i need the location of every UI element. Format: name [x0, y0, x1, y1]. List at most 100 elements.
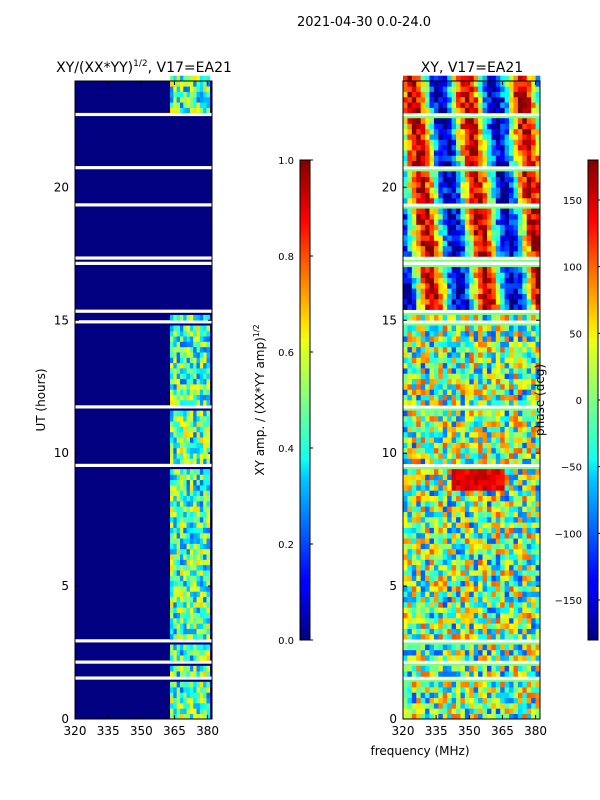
- phase-cell: [522, 245, 528, 252]
- phase-cell: [486, 187, 492, 193]
- phase-cell: [469, 543, 475, 550]
- phase-cell: [500, 378, 505, 385]
- phase-cell: [464, 575, 470, 582]
- amplitude-cell: [173, 532, 177, 539]
- phase-cell: [531, 229, 536, 236]
- phase-cell: [411, 134, 417, 140]
- phase-cell: [438, 458, 444, 465]
- phase-cell: [425, 346, 430, 353]
- phase-cell: [526, 437, 532, 443]
- phase-cell: [513, 336, 519, 342]
- phase-cell: [407, 527, 413, 534]
- phase-cell: [429, 394, 435, 401]
- amplitude-cell: [203, 522, 207, 528]
- phase-cell: [535, 368, 541, 374]
- phase-cell: [416, 245, 421, 252]
- phase-cell: [420, 96, 426, 103]
- colorbar-tick-label: 100: [563, 263, 582, 274]
- phase-cell: [469, 357, 475, 364]
- phase-cell: [460, 612, 466, 619]
- amplitude-cell: [199, 495, 204, 502]
- phase-cell: [407, 649, 413, 656]
- phase-cell: [420, 298, 426, 305]
- phase-cell: [447, 394, 452, 401]
- phase-cell: [522, 144, 528, 151]
- phase-cell: [517, 171, 523, 177]
- amplitude-cell: [186, 516, 191, 523]
- phase-cell: [513, 288, 519, 294]
- phase-cell: [535, 548, 541, 555]
- amplitude-cell: [186, 511, 191, 518]
- phase-cell: [451, 213, 457, 220]
- phase-cell: [509, 187, 514, 193]
- phase-cell: [460, 501, 466, 507]
- phase-cell: [456, 437, 461, 443]
- phase-cell: [433, 357, 439, 364]
- amplitude-cell: [183, 596, 187, 603]
- phase-cell: [407, 485, 413, 491]
- phase-cell: [482, 703, 488, 709]
- phase-cell: [464, 506, 470, 512]
- phase-cell: [425, 687, 430, 693]
- phase-cell: [491, 293, 497, 300]
- phase-cell: [513, 671, 519, 677]
- phase-cell: [411, 160, 417, 167]
- phase-cell: [495, 415, 501, 422]
- phase-cell: [500, 607, 505, 613]
- phase-cell: [407, 538, 413, 544]
- phase-cell: [442, 123, 448, 130]
- phase-cell: [433, 298, 439, 305]
- phase-cell: [425, 235, 430, 241]
- phase-cell: [535, 192, 541, 199]
- phase-cell: [473, 224, 479, 231]
- phase-cell: [411, 304, 417, 310]
- phase-cell: [504, 267, 510, 273]
- phase-cell: [403, 415, 408, 422]
- phase-cell: [451, 373, 457, 380]
- phase-cell: [425, 479, 430, 486]
- phase-cell: [420, 559, 426, 566]
- phase-cell: [407, 495, 413, 502]
- phase-cell: [447, 415, 452, 422]
- phase-cell: [495, 102, 501, 108]
- phase-cell: [535, 267, 541, 273]
- phase-cell: [407, 192, 413, 199]
- phase-cell: [438, 575, 444, 582]
- phase-cell: [513, 341, 519, 348]
- phase-cell: [491, 400, 497, 406]
- colorbar-tick-label: 50: [569, 329, 582, 340]
- amplitude-cell: [176, 501, 181, 507]
- amplitude-cell: [176, 410, 181, 417]
- phase-cell: [509, 506, 514, 512]
- phase-cell: [460, 224, 466, 231]
- amplitude-cell: [170, 86, 174, 92]
- phase-cell: [411, 511, 417, 518]
- amplitude-cell: [199, 325, 204, 332]
- phase-cell: [495, 368, 501, 374]
- phase-cell: [438, 469, 444, 475]
- phase-cell: [411, 607, 417, 613]
- phase-cell: [478, 410, 483, 417]
- phase-cell: [509, 495, 514, 502]
- phase-cell: [482, 607, 488, 613]
- amplitude-cell: [173, 75, 177, 82]
- phase-cell: [438, 346, 444, 353]
- phase-cell: [460, 197, 466, 204]
- phase-cell: [486, 384, 492, 390]
- phase-cell: [535, 362, 541, 369]
- phase-cell: [517, 267, 523, 273]
- phase-cell: [535, 229, 541, 236]
- phase-cell: [429, 708, 435, 714]
- phase-cell: [451, 421, 457, 427]
- phase-cell: [500, 554, 505, 560]
- phase-cell: [447, 213, 452, 220]
- phase-cell: [407, 102, 413, 108]
- phase-cell: [513, 633, 519, 640]
- phase-cell: [460, 118, 466, 124]
- phase-cell: [407, 617, 413, 624]
- phase-cell: [425, 543, 430, 550]
- amplitude-cell: [206, 527, 211, 534]
- phase-cell: [482, 357, 488, 364]
- phase-cell: [500, 283, 505, 289]
